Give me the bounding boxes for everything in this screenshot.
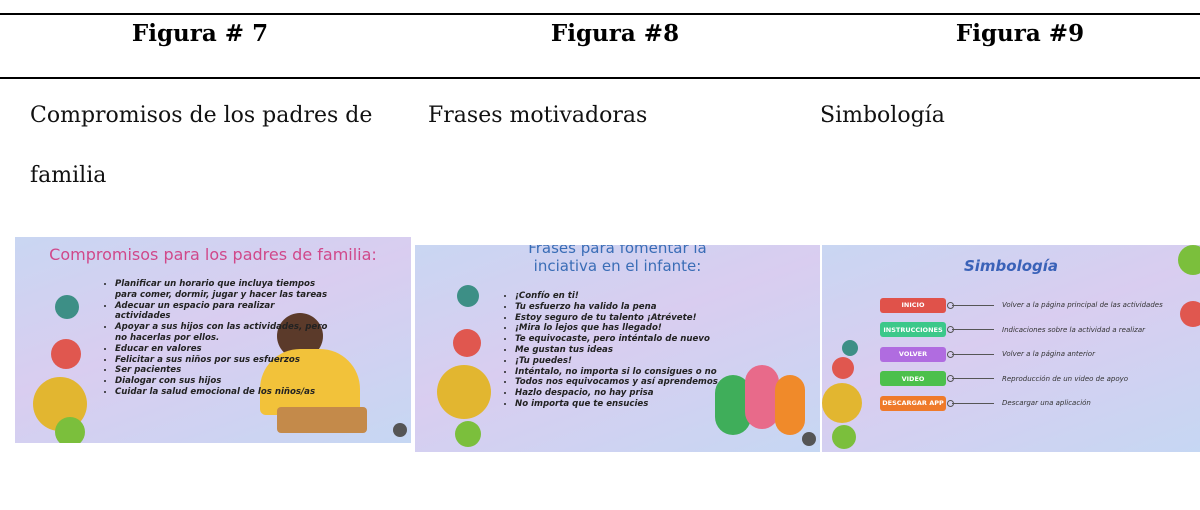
button-description: Indicaciones sobre la actividad a realiz… bbox=[1002, 325, 1145, 334]
list-item: Planificar un horario que incluya tiempo… bbox=[115, 279, 330, 301]
decoration bbox=[55, 295, 79, 319]
decoration bbox=[453, 329, 481, 357]
list-item: Dialogar con sus hijos bbox=[115, 376, 330, 387]
figure-header: Figura #8 bbox=[550, 20, 680, 47]
arrow bbox=[947, 301, 994, 309]
list-item: ¡Mira lo lejos que has llegado! bbox=[515, 323, 755, 334]
decoration bbox=[437, 365, 491, 419]
button-sample: VIDEO bbox=[880, 371, 946, 386]
slide-image: Simbología INICIO Volver a la página prin… bbox=[822, 245, 1200, 452]
decoration bbox=[51, 339, 81, 369]
arrow bbox=[947, 375, 994, 382]
figure-header: Figura # 7 bbox=[131, 20, 269, 47]
arrow bbox=[947, 326, 994, 333]
list-item: Todos nos equivocamos y así aprendemos bbox=[515, 377, 755, 388]
slide-title: Compromisos para los padres de familia: bbox=[49, 245, 377, 264]
decoration bbox=[832, 425, 856, 449]
list-item: Estoy seguro de tu talento ¡Atrévete! bbox=[515, 313, 755, 324]
legend-row: INICIO Volver a la página principal de la… bbox=[880, 297, 1163, 313]
decoration bbox=[1178, 245, 1200, 275]
slide-list: Planificar un horario que incluya tiempo… bbox=[101, 279, 330, 398]
figure-caption: Compromisos de los padres de familia bbox=[30, 103, 373, 188]
legend-row: VOLVER Volver a la página anterior bbox=[880, 346, 1095, 362]
decoration bbox=[1180, 301, 1200, 327]
arrow bbox=[947, 399, 994, 407]
list-item: Tu esfuerzo ha valido la pena bbox=[515, 302, 755, 313]
list-item: Inténtalo, no importa si lo consigues o … bbox=[515, 367, 755, 378]
list-item: ¡Tu puedes! bbox=[515, 356, 755, 367]
decoration bbox=[457, 285, 479, 307]
button-sample: INSTRUCCIONES bbox=[880, 322, 946, 337]
slide-title: Frases para fomentar la inciativa en el … bbox=[528, 245, 707, 275]
legend-row: DESCARGAR APP Descargar una aplicación bbox=[880, 395, 1091, 411]
decoration bbox=[842, 340, 858, 356]
nav-button bbox=[802, 432, 816, 446]
decoration bbox=[455, 421, 481, 447]
decoration bbox=[55, 417, 85, 443]
list-item: Cuidar la salud emocional de los niños/a… bbox=[115, 387, 330, 398]
table-rule bbox=[0, 77, 1200, 79]
slide-list: ¡Confío en ti!Tu esfuerzo ha valido la p… bbox=[501, 291, 755, 410]
button-description: Descargar una aplicación bbox=[1002, 399, 1091, 407]
slide-image: Frases para fomentar la inciativa en el … bbox=[415, 245, 820, 452]
decoration bbox=[822, 383, 862, 423]
button-sample: DESCARGAR APP bbox=[880, 395, 946, 411]
nav-button bbox=[393, 423, 407, 437]
illustration bbox=[775, 375, 805, 435]
illustration bbox=[277, 407, 367, 433]
legend-row: VIDEO Reproducción de un video de apoyo bbox=[880, 371, 1128, 387]
button-sample: INICIO bbox=[880, 297, 946, 313]
figure-header: Figura #9 bbox=[955, 20, 1085, 47]
list-item: Educar en valores bbox=[115, 344, 330, 355]
button-description: Volver a la página anterior bbox=[1002, 350, 1095, 358]
button-sample: VOLVER bbox=[880, 346, 946, 362]
arrow bbox=[947, 350, 994, 358]
button-description: Volver a la página principal de las acti… bbox=[1002, 301, 1163, 309]
illustration bbox=[260, 349, 360, 415]
list-item: ¡Confío en ti! bbox=[515, 291, 755, 302]
list-item: Te equivocaste, pero inténtalo de nuevo bbox=[515, 334, 755, 345]
list-item: Ser pacientes bbox=[115, 365, 330, 376]
list-item: Felicitar a sus niños por sus esfuerzos bbox=[115, 355, 330, 366]
list-item: Me gustan tus ideas bbox=[515, 345, 755, 356]
list-item: Apoyar a sus hijos con las actividades, … bbox=[115, 322, 330, 344]
legend-row: INSTRUCCIONES Indicaciones sobre la activ… bbox=[880, 322, 1145, 338]
list-item: Hazlo despacio, no hay prisa bbox=[515, 388, 755, 399]
illustration bbox=[745, 365, 779, 429]
decoration bbox=[832, 357, 854, 379]
slide-image: Compromisos para los padres de familia: … bbox=[15, 237, 411, 443]
list-item: No importa que te ensucies bbox=[515, 399, 755, 410]
button-description: Reproducción de un video de apoyo bbox=[1002, 374, 1129, 383]
figure-caption: Simbología bbox=[820, 103, 945, 128]
figure-caption: Frases motivadoras bbox=[428, 103, 648, 128]
slide-title: Simbología bbox=[963, 257, 1059, 275]
table-rule bbox=[0, 13, 1200, 15]
list-item: Adecuar un espacio para realizar activid… bbox=[115, 301, 330, 323]
